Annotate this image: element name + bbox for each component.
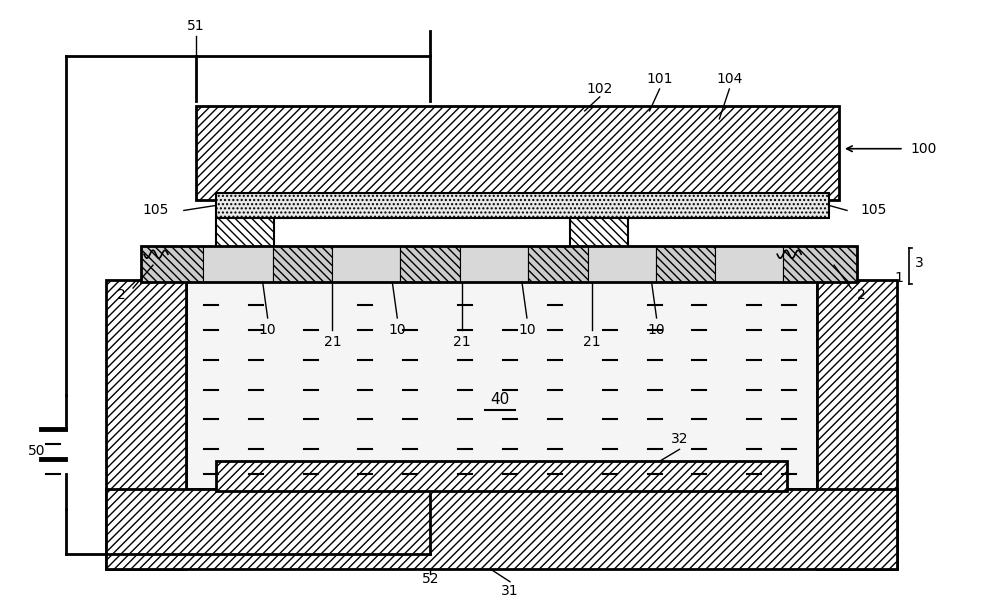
Text: 52: 52 xyxy=(421,572,439,586)
Bar xyxy=(216,219,274,248)
Text: 32: 32 xyxy=(671,432,688,446)
Text: 51: 51 xyxy=(187,19,205,33)
Bar xyxy=(783,246,857,282)
Text: 3: 3 xyxy=(914,256,923,270)
Text: 31: 31 xyxy=(501,584,519,598)
Bar xyxy=(570,219,628,248)
Bar xyxy=(400,246,460,282)
Bar xyxy=(186,280,817,489)
Text: 1: 1 xyxy=(894,271,903,285)
Bar xyxy=(528,246,588,282)
Text: 40: 40 xyxy=(490,392,510,407)
Text: 21: 21 xyxy=(324,335,341,349)
Bar xyxy=(656,246,715,282)
Text: 2: 2 xyxy=(857,288,865,302)
Text: 21: 21 xyxy=(453,335,471,349)
Text: 104: 104 xyxy=(716,72,743,86)
Text: 10: 10 xyxy=(259,323,276,337)
Text: 10: 10 xyxy=(648,323,665,337)
Bar xyxy=(817,280,897,569)
Bar xyxy=(141,246,857,282)
Text: 100: 100 xyxy=(911,141,937,156)
Bar xyxy=(203,246,273,282)
Bar xyxy=(196,106,839,200)
Text: 2: 2 xyxy=(117,288,125,302)
Bar xyxy=(460,246,528,282)
Text: 10: 10 xyxy=(388,323,406,337)
Text: 101: 101 xyxy=(646,72,673,86)
Text: 105: 105 xyxy=(143,203,169,217)
Bar xyxy=(106,489,897,569)
Bar xyxy=(141,246,203,282)
Bar xyxy=(332,246,400,282)
Text: 105: 105 xyxy=(861,203,887,217)
Bar xyxy=(588,246,656,282)
Bar xyxy=(715,246,783,282)
Bar xyxy=(106,280,186,569)
Text: 50: 50 xyxy=(28,444,45,458)
Text: 10: 10 xyxy=(518,323,536,337)
Text: 102: 102 xyxy=(587,82,613,96)
Text: 21: 21 xyxy=(583,335,601,349)
Bar xyxy=(273,246,332,282)
Bar xyxy=(216,192,829,219)
Bar xyxy=(216,461,787,491)
